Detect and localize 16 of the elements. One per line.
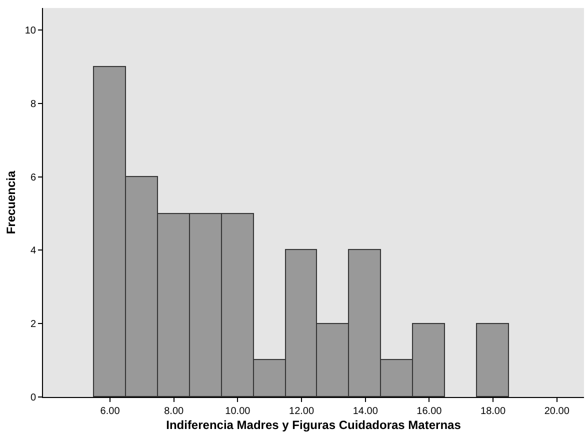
- y-axis-title: Frecuencia: [4, 170, 18, 234]
- y-tick-label: 2: [30, 319, 36, 330]
- x-tick-label: 18.00: [480, 406, 506, 417]
- y-tick-label: 0: [30, 392, 36, 404]
- y-tick-label: 10: [24, 26, 36, 37]
- x-tick-label: 20.00: [544, 406, 570, 417]
- x-tick-label: 10.00: [225, 406, 251, 417]
- x-tick-label: 12.00: [289, 406, 314, 417]
- x-tick-label: 14.00: [352, 406, 378, 417]
- y-tick-label: 4: [30, 246, 36, 257]
- x-tick-label: 8.00: [164, 406, 184, 417]
- x-axis-title: Indiferencia Madres y Figuras Cuidadoras Maternas: [166, 418, 462, 432]
- x-tick-label: 6.00: [100, 406, 120, 417]
- y-tick-label: 6: [30, 172, 36, 184]
- y-tick-label: 8: [30, 98, 36, 110]
- x-tick-label: 16.00: [416, 406, 442, 417]
